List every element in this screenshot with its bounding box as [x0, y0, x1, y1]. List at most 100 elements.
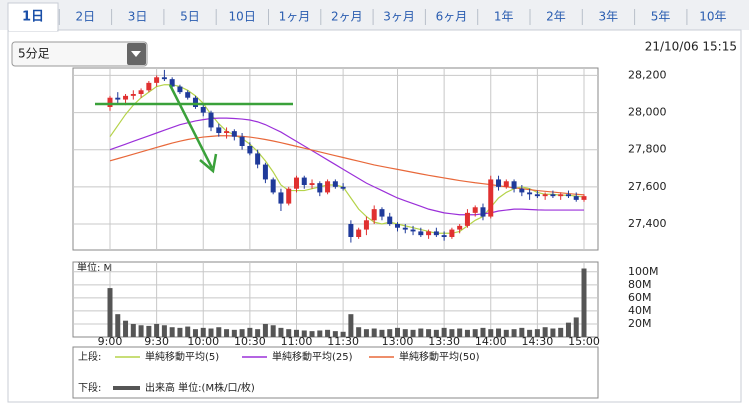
volume-bar	[464, 329, 470, 337]
volume-bar	[332, 331, 338, 337]
candle-body	[286, 188, 292, 204]
candle-body	[395, 224, 401, 228]
candle-body	[301, 177, 307, 185]
volume-bar	[255, 329, 261, 337]
volume-bar	[239, 329, 245, 337]
volume-bar	[356, 327, 362, 337]
candle-body	[371, 209, 377, 221]
candle-body	[565, 194, 571, 197]
tab[interactable]: 1年	[494, 10, 514, 24]
candle-body	[177, 86, 183, 93]
volume-bar	[177, 327, 183, 337]
candle-body	[169, 79, 175, 87]
tab[interactable]: 3ヶ月	[383, 10, 415, 24]
volume-bar	[169, 327, 175, 337]
volume-bar	[457, 328, 463, 337]
candle-body	[224, 131, 230, 133]
candle-body	[379, 209, 385, 217]
volume-bar	[130, 323, 136, 337]
candle-body	[247, 146, 253, 154]
volume-bar	[488, 329, 494, 337]
candle-body	[457, 225, 463, 230]
tab[interactable]: 5日	[180, 10, 200, 24]
volume-bar	[519, 327, 525, 337]
volume-bar	[231, 329, 237, 337]
y-tick-label: 28,200	[628, 68, 667, 81]
x-tick-label: 14:30	[522, 335, 554, 348]
dropdown[interactable]	[11, 41, 148, 67]
tab[interactable]: 1ヶ月	[279, 10, 311, 24]
volume-bar	[395, 327, 401, 337]
tabs: 1日 2日 3日 5日 10日 1ヶ月 2ヶ月 3ヶ月 6ヶ月 1年 2年 3年 5年 10年	[22, 9, 727, 25]
candle-body	[464, 212, 470, 226]
tab[interactable]: 10日	[229, 10, 256, 24]
candle-body	[293, 177, 299, 189]
volume-bar	[558, 327, 564, 337]
tab[interactable]: 6ヶ月	[436, 10, 468, 24]
candle-body	[231, 131, 237, 137]
tab-bar	[0, 0, 749, 30]
volume-bar	[192, 329, 198, 337]
tab[interactable]: 2年	[546, 10, 566, 24]
y-tick-label: 27,800	[628, 143, 667, 156]
candle-body	[123, 95, 129, 100]
y-tick-label: 20M	[628, 317, 652, 330]
candle-body	[363, 220, 369, 230]
annotation-arrow	[168, 84, 214, 169]
moving-average	[109, 84, 585, 234]
volume-bar	[325, 329, 331, 337]
x-tick-label: 14:00	[475, 335, 507, 348]
tab[interactable]: 5年	[651, 10, 671, 24]
candle-body	[146, 82, 152, 91]
volume-bar	[348, 314, 354, 337]
tab[interactable]: 10年	[699, 10, 726, 24]
y-tick-label: 27,600	[628, 180, 667, 193]
tab[interactable]: 3年	[598, 10, 618, 24]
tab[interactable]: 1日	[22, 10, 44, 25]
candle-body	[558, 194, 564, 197]
candle-body	[426, 231, 432, 236]
volume-bar	[534, 329, 540, 337]
candle-body	[402, 227, 408, 230]
volume-unit: 単位: M	[77, 261, 112, 274]
volume-bar	[146, 325, 152, 337]
legend-label: 単純移動平均(5)	[145, 350, 219, 363]
volume-bar	[550, 328, 556, 337]
volume-bar	[293, 329, 299, 337]
candle-body	[433, 231, 439, 236]
candle-body	[325, 181, 331, 193]
candle-body	[503, 181, 509, 187]
candle-body	[332, 181, 338, 187]
candle-body	[216, 127, 222, 133]
volume-bar	[286, 329, 292, 337]
volume-bar	[185, 326, 191, 337]
volume-bar	[154, 323, 160, 337]
candle-body	[356, 229, 362, 237]
x-tick-label: 13:30	[428, 335, 460, 348]
x-tick-label: 9:30	[144, 335, 169, 348]
volume-bar	[123, 320, 129, 337]
volume-bar	[301, 330, 307, 337]
volume-bar	[107, 288, 113, 337]
volume-bar	[472, 329, 478, 337]
dropdown-label[interactable]: 5分足	[18, 47, 50, 61]
volume-bar	[216, 327, 222, 337]
candle-body	[542, 194, 548, 197]
volume-bar	[247, 327, 253, 337]
x-tick-label: 10:00	[187, 335, 219, 348]
x-tick-label: 11:00	[281, 335, 313, 348]
candle-body	[581, 196, 587, 200]
tab[interactable]: 2日	[75, 10, 95, 24]
candle-body	[488, 179, 494, 217]
volume-bar	[340, 331, 346, 337]
candle-body	[480, 207, 486, 217]
tab[interactable]: 2ヶ月	[331, 10, 363, 24]
volume-bar	[410, 329, 416, 337]
x-tick-label: 13:00	[382, 335, 414, 348]
candle-body	[441, 235, 447, 237]
tab[interactable]: 3日	[128, 10, 148, 24]
volume-bar	[496, 328, 502, 337]
volume-bar	[161, 325, 167, 337]
candle-body	[115, 97, 121, 100]
candle-body	[107, 97, 113, 107]
